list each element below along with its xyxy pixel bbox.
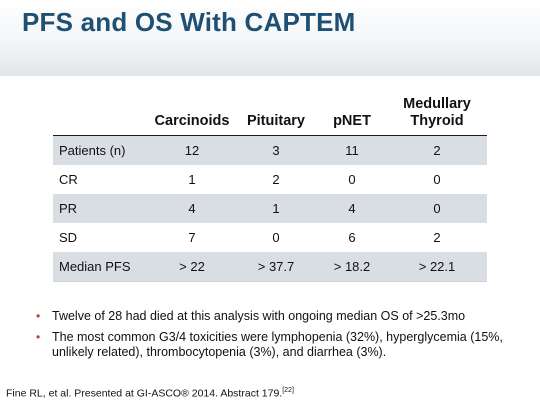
table-cell: 3 <box>235 135 317 165</box>
bullet-list: • Twelve of 28 had died at this analysis… <box>36 309 516 366</box>
table-cell: 0 <box>272 230 280 245</box>
row-label: Patients (n) <box>53 135 149 165</box>
table-cell: 7 <box>188 230 196 245</box>
bullet-text: Twelve of 28 had died at this analysis w… <box>52 309 466 323</box>
table-cell: > 18.2 <box>317 252 387 282</box>
table-cell: 1 <box>188 172 196 187</box>
results-table: Carcinoids Pituitary pNET Medullary Thyro… <box>53 90 487 282</box>
table-cell: 12 <box>149 135 235 165</box>
bullet-item: • Twelve of 28 had died at this analysis… <box>36 309 516 324</box>
table-cell: 2 <box>272 172 280 187</box>
row-label: SD <box>59 230 78 245</box>
header-thyroid: Thyroid <box>410 113 464 129</box>
table-row: SD 7 0 6 2 <box>53 223 487 252</box>
bullet-item: • The most common G3/4 toxicities were l… <box>36 330 516 360</box>
table-cell: 0 <box>348 172 356 187</box>
header-pnet: pNET <box>333 113 371 129</box>
slide-title: PFS and OS With CAPTEM <box>22 7 356 37</box>
table-row: Median PFS > 22 > 37.7 > 18.2 > 22.1 <box>53 252 487 282</box>
table-row: CR 1 2 0 0 <box>53 165 487 194</box>
header-medullary: Medullary <box>403 96 471 112</box>
table-cell: 2 <box>433 230 441 245</box>
table-cell: 11 <box>317 135 387 165</box>
slide-header: PFS and OS With CAPTEM <box>0 0 540 76</box>
table-cell: 1 <box>235 194 317 223</box>
table-cell: 0 <box>433 172 441 187</box>
table-row: Patients (n) 12 3 11 2 <box>53 135 487 165</box>
row-label: Median PFS <box>53 252 149 282</box>
table-cell: > 22 <box>149 252 235 282</box>
table-cell: 4 <box>149 194 235 223</box>
table-cell: > 22.1 <box>387 252 487 282</box>
footnote-ref: [22] <box>282 387 294 394</box>
header-pituitary: Pituitary <box>246 113 305 129</box>
table-cell: 2 <box>387 135 487 165</box>
table-cell: > 37.7 <box>235 252 317 282</box>
table-header-row: Carcinoids Pituitary pNET Medullary Thyro… <box>53 90 487 136</box>
row-label: CR <box>59 172 78 187</box>
header-medullary-thyroid: Medullary Thyroid <box>387 90 487 136</box>
footnote: Fine RL, et al. Presented at GI-ASCO® 20… <box>6 387 294 400</box>
table-row: PR 4 1 4 0 <box>53 194 487 223</box>
bullet-text: The most common G3/4 toxicities were lym… <box>52 330 503 359</box>
table-cell: 0 <box>387 194 487 223</box>
bullet-icon: • <box>36 309 41 323</box>
footnote-text: Fine RL, et al. Presented at GI-ASCO® 20… <box>6 387 283 400</box>
header-carcinoids: Carcinoids <box>154 113 230 129</box>
bullet-icon: • <box>36 330 41 344</box>
row-label: PR <box>53 194 149 223</box>
header-blank <box>53 90 149 136</box>
table-cell: 6 <box>348 230 356 245</box>
table-cell: 4 <box>317 194 387 223</box>
